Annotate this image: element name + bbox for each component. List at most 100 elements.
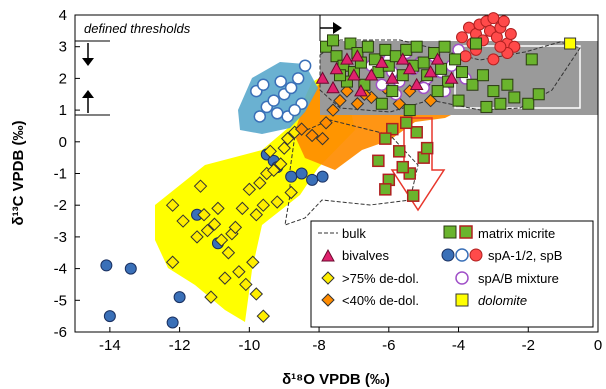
pink-triangle-point — [350, 49, 365, 62]
green-square-point — [438, 40, 451, 53]
y-axis-ticks: -6 -5 -4 -3 -2 -1 0 1 2 3 4 — [54, 7, 80, 341]
red-open-point — [456, 31, 469, 44]
yellow-diamond-point — [274, 157, 288, 171]
legend-label-dolomite: dolomite — [478, 293, 527, 308]
green-square-point — [508, 91, 521, 104]
legend-label-bulk: bulk — [342, 226, 366, 241]
green-square-point — [386, 85, 399, 98]
orange-diamond-point — [392, 97, 406, 111]
green-square-point — [456, 66, 469, 79]
blue-solid-point — [166, 316, 179, 329]
x-tick-label: 0 — [594, 337, 602, 354]
green-square-point — [361, 40, 374, 53]
yellow-diamond-point — [256, 309, 270, 323]
red-square-point — [410, 126, 423, 139]
red-open-point — [504, 28, 517, 41]
blue-open-point — [253, 110, 267, 123]
pink-triangle-point — [395, 52, 410, 65]
x-axis-title: δ¹⁸O VPDB (‰) — [282, 371, 390, 388]
blue-solid-point — [100, 259, 113, 272]
orange-diamond-point — [326, 103, 340, 117]
yellow-diamond-point — [221, 246, 236, 260]
yellow-diamond-point — [211, 201, 225, 216]
series-blue-open — [250, 59, 312, 123]
pink-triangle-point — [347, 68, 361, 81]
yellow-diamond-point — [190, 230, 204, 244]
series-dolomite-square — [564, 37, 577, 50]
legend-marker-orange-diamond — [321, 293, 335, 307]
orange-diamond-point — [305, 128, 319, 143]
green-square-point — [494, 97, 507, 110]
green-square-point — [410, 40, 423, 53]
yellow-diamond-point — [246, 255, 260, 269]
y-tick-label: 4 — [59, 7, 67, 24]
green-square-point — [417, 56, 430, 69]
down-arrow-head — [82, 58, 94, 66]
green-square-point — [403, 104, 416, 117]
blue-open-point — [288, 103, 301, 117]
red-open-point — [487, 12, 500, 25]
dolomite-square-point — [564, 37, 577, 50]
yellow-diamond-point — [284, 185, 298, 200]
green-square-point — [375, 97, 388, 110]
yellow-diamond-point — [263, 144, 277, 159]
blue-solid-point — [173, 291, 186, 304]
yellow-diamond-point — [256, 198, 270, 212]
green-square-point — [532, 88, 545, 101]
green-square-point — [522, 97, 535, 110]
red-open-point — [494, 40, 507, 53]
pink-triangle-point — [430, 52, 445, 65]
right-arrow-head — [333, 22, 342, 34]
green-square-point — [358, 78, 371, 91]
red-square-point — [396, 160, 409, 174]
yellow-diamond-point — [218, 271, 232, 285]
yellow-diamond-point — [197, 208, 211, 222]
x-tick-label: -2 — [522, 337, 535, 354]
green-square-point — [435, 62, 448, 75]
blue-open-point — [284, 81, 298, 95]
pink-triangle-point — [354, 84, 368, 97]
green-square-point — [452, 94, 465, 107]
x-tick-label: -14 — [99, 337, 121, 354]
orange-diamond-point — [350, 97, 365, 111]
y-tick-label: 1 — [59, 102, 67, 119]
thresholds-label: defined thresholds — [84, 21, 191, 36]
yellow-diamond-point — [207, 217, 222, 231]
legend-box — [310, 220, 594, 328]
green-square-point — [525, 53, 538, 66]
yellow-diamond-point — [280, 131, 295, 146]
pink-triangle-point — [340, 52, 354, 65]
legend-marker-matrix-red — [459, 225, 473, 239]
pink-triangle-point — [315, 71, 330, 84]
x-tick-label: -4 — [452, 337, 465, 354]
red-open-point — [487, 53, 500, 66]
pink-triangle-point — [423, 65, 438, 78]
yellow-diamond-point — [267, 163, 281, 178]
green-square-point — [396, 69, 409, 82]
y-tick-label: -6 — [54, 324, 67, 341]
yellow-diamond-point — [193, 179, 208, 193]
red-square-point — [403, 167, 416, 180]
blue-solid-point — [285, 170, 298, 183]
red-open-point — [459, 50, 472, 63]
legend-label-spa-spb: spA-1/2, spB — [488, 248, 562, 263]
green-square-point — [379, 43, 392, 56]
green-square-point — [327, 34, 340, 47]
blue-solid-point — [103, 310, 116, 323]
legend-marker-dolomite — [455, 293, 469, 307]
legend-marker-sp-white — [455, 248, 469, 262]
green-square-point — [466, 78, 479, 91]
blue-solid-point — [316, 170, 329, 183]
blue-open-point — [267, 94, 280, 107]
green-square-point — [344, 37, 357, 50]
legend-marker-sp-blue — [441, 248, 455, 262]
orange-diamond-point — [340, 84, 354, 98]
green-square-point — [501, 78, 514, 91]
series-green-square — [320, 34, 545, 117]
legend-label-spab-mixture: spA/B mixture — [478, 271, 559, 286]
red-square-point — [379, 132, 392, 145]
y-tick-label: 0 — [59, 134, 67, 151]
pink-triangle-point — [385, 71, 400, 84]
x-tick-label: -12 — [169, 337, 191, 354]
